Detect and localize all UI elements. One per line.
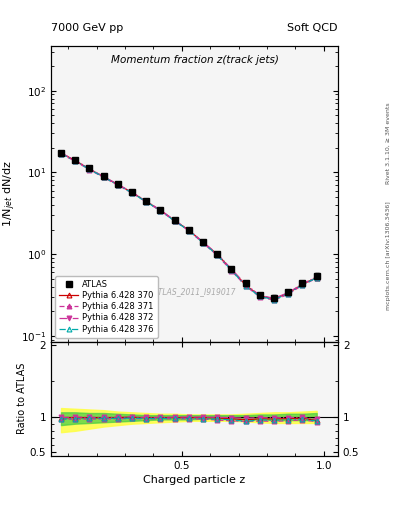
Text: Momentum fraction z(track jets): Momentum fraction z(track jets) [110,55,279,65]
Text: Soft QCD: Soft QCD [288,23,338,33]
Text: mcplots.cern.ch [arXiv:1306.3436]: mcplots.cern.ch [arXiv:1306.3436] [386,202,391,310]
Legend: ATLAS, Pythia 6.428 370, Pythia 6.428 371, Pythia 6.428 372, Pythia 6.428 376: ATLAS, Pythia 6.428 370, Pythia 6.428 37… [55,276,158,338]
Text: 7000 GeV pp: 7000 GeV pp [51,23,123,33]
Y-axis label: Ratio to ATLAS: Ratio to ATLAS [17,363,27,435]
Text: Rivet 3.1.10, ≥ 3M events: Rivet 3.1.10, ≥ 3M events [386,102,391,184]
Y-axis label: 1/N$_{jet}$ dN/dz: 1/N$_{jet}$ dN/dz [2,161,18,227]
X-axis label: Charged particle z: Charged particle z [143,475,246,485]
Text: ATLAS_2011_I919017: ATLAS_2011_I919017 [153,287,236,296]
